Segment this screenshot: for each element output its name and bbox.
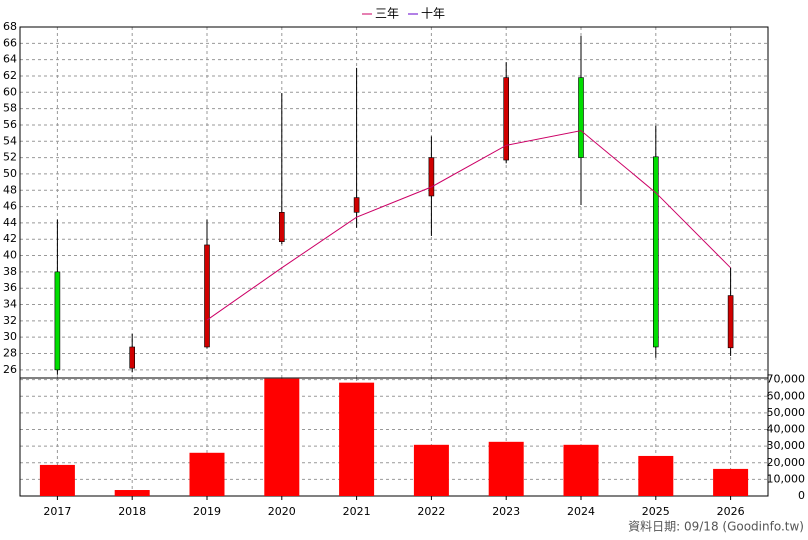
x-tick-label: 2019	[193, 505, 221, 518]
bar	[114, 490, 150, 496]
x-tick-label: 2020	[268, 505, 296, 518]
y-tick-label: 70,000	[767, 373, 806, 386]
y-tick-label: 30	[3, 330, 17, 343]
bar	[713, 468, 749, 496]
plot-frame	[19, 377, 769, 497]
y-tick-label: 62	[3, 69, 17, 82]
y-tick-label: 68	[3, 20, 17, 33]
x-tick-label: 2025	[642, 505, 670, 518]
y-tick-label: 58	[3, 102, 17, 115]
y-tick-label: 32	[3, 314, 17, 327]
x-tick-label: 2021	[343, 505, 371, 518]
candle-body	[353, 197, 360, 213]
x-tick-label: 2018	[118, 505, 146, 518]
y-tick-label: 34	[3, 298, 17, 311]
y-tick-label: 60	[3, 85, 17, 98]
y-tick-label: 52	[3, 151, 17, 164]
y-tick-label: 42	[3, 232, 17, 245]
legend-label: 三年	[375, 7, 399, 21]
legend: 三年 十年	[362, 7, 445, 21]
y-tick-label: 54	[3, 134, 17, 147]
bar	[339, 382, 375, 496]
y-tick-label: 44	[3, 216, 17, 229]
x-tick-label: 2017	[43, 505, 71, 518]
x-tick-label: 2024	[567, 505, 595, 518]
y-tick-label: 40	[3, 249, 17, 262]
y-tick-label: 46	[3, 200, 17, 213]
candle-body	[54, 271, 61, 371]
y-tick-label: 36	[3, 281, 17, 294]
y-tick-label: 50,000	[767, 406, 806, 419]
y-tick-label: 64	[3, 53, 17, 66]
bar	[39, 464, 75, 496]
candle-body	[204, 244, 210, 348]
y-tick-label: 66	[3, 36, 17, 49]
y-tick-label: 50	[3, 167, 17, 180]
y-tick-label: 28	[3, 347, 17, 360]
y-tick-label: 0	[798, 489, 805, 502]
candle-body	[652, 156, 659, 348]
candle-body	[428, 157, 435, 197]
bar	[189, 452, 225, 496]
legend-label: 十年	[421, 7, 445, 21]
bar	[563, 444, 599, 496]
candle-body	[727, 295, 734, 349]
candle-body	[278, 211, 285, 242]
candle-body	[129, 346, 135, 369]
candle-body	[578, 77, 584, 158]
x-tick-label: 2023	[492, 505, 520, 518]
bar	[413, 444, 449, 496]
y-tick-label: 40,000	[767, 423, 806, 436]
x-tick-label: 2022	[417, 505, 445, 518]
y-tick-label: 30,000	[767, 439, 806, 452]
y-tick-label: 20,000	[767, 456, 806, 469]
y-tick-label: 56	[3, 118, 17, 131]
candle-body	[503, 77, 510, 161]
y-tick-label: 26	[3, 363, 17, 376]
bar	[264, 378, 300, 496]
y-tick-label: 10,000	[767, 472, 806, 485]
bar	[638, 455, 674, 496]
x-tick-label: 2026	[717, 505, 745, 518]
y-tick-label: 38	[3, 265, 17, 278]
y-tick-label: 60,000	[767, 389, 806, 402]
bar	[488, 441, 524, 496]
y-tick-label: 48	[3, 183, 17, 196]
line-series	[206, 130, 731, 321]
footer: 資料日期: 09/18 (Goodinfo.tw)	[628, 520, 804, 534]
